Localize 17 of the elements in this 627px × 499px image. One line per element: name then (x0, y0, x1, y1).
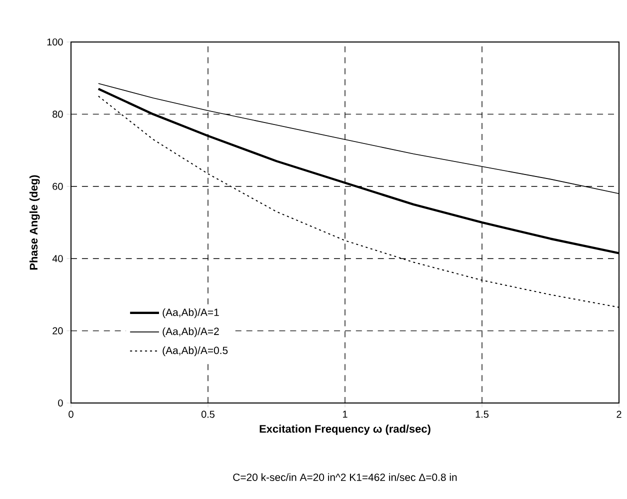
legend-label: (Aa,Ab)/A=2 (162, 327, 219, 338)
y-tick-label: 80 (52, 110, 63, 118)
x-axis-title: Excitation Frequency ω (rad/sec) (260, 424, 430, 435)
text: C=20 k-sec/in A=20 in^2 K1=462 in/sec Δ=0.8 in (233, 473, 457, 481)
legend-label: (Aa,Ab)/A=0.5 (162, 346, 228, 356)
y-axis-title: Phase Angle (deg) (30, 175, 40, 270)
y-tick-label: 40 (52, 255, 63, 262)
x-tick-label: 1 (343, 410, 348, 418)
y-tick-label: 20 (52, 327, 63, 334)
x-tick-label: 1.5 (476, 410, 489, 418)
x-tick-label: 0 (68, 410, 74, 418)
y-tick-label: 100 (47, 38, 63, 46)
y-tick-label: 0 (58, 399, 63, 407)
x-tick-label: 2 (616, 410, 622, 418)
y-tick-label: 60 (52, 182, 63, 190)
x-tick-label: 0.5 (201, 410, 215, 418)
legend-label: (Aa,Ab)/A=1 (162, 308, 219, 318)
